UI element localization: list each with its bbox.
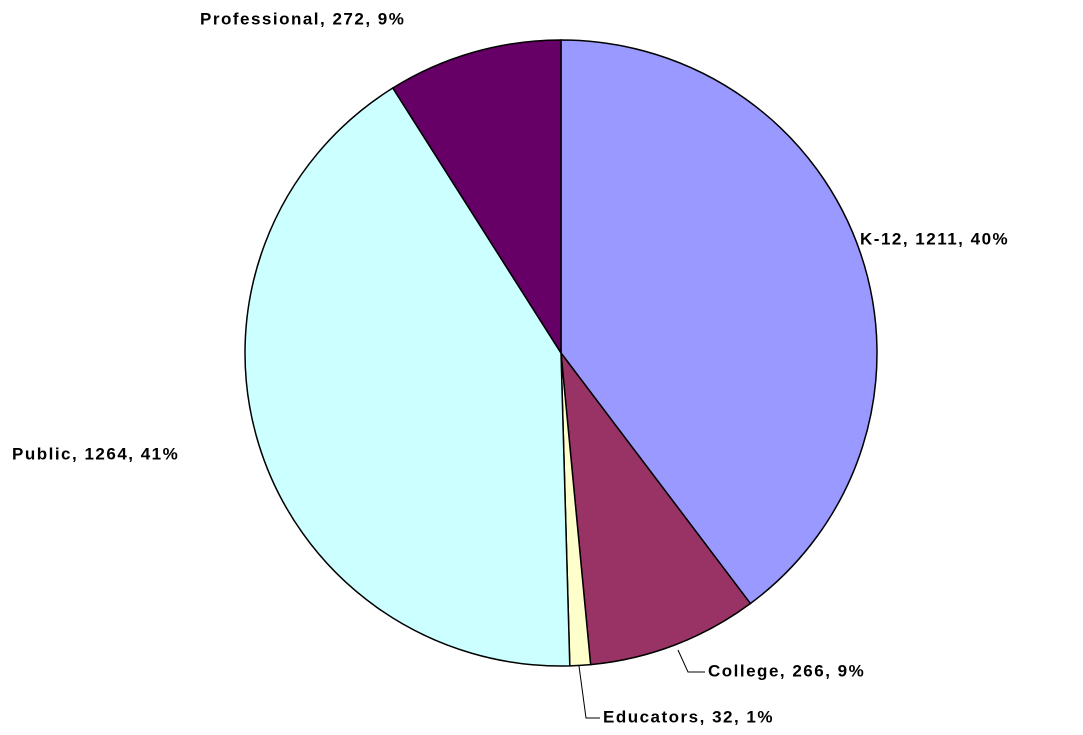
pie-slice <box>244 86 571 667</box>
data-label: College, 266, 9% <box>708 661 865 680</box>
pie-slice <box>391 39 562 356</box>
pie-slice <box>560 350 752 666</box>
pie-slice <box>560 39 878 605</box>
data-label: K-12, 1211, 40% <box>860 229 1009 248</box>
data-label: Educators, 32, 1% <box>603 707 774 726</box>
data-label: Professional, 272, 9% <box>200 9 405 28</box>
leader-line <box>578 665 600 719</box>
data-label: Public, 1264, 41% <box>12 444 179 463</box>
leader-line <box>677 649 705 673</box>
